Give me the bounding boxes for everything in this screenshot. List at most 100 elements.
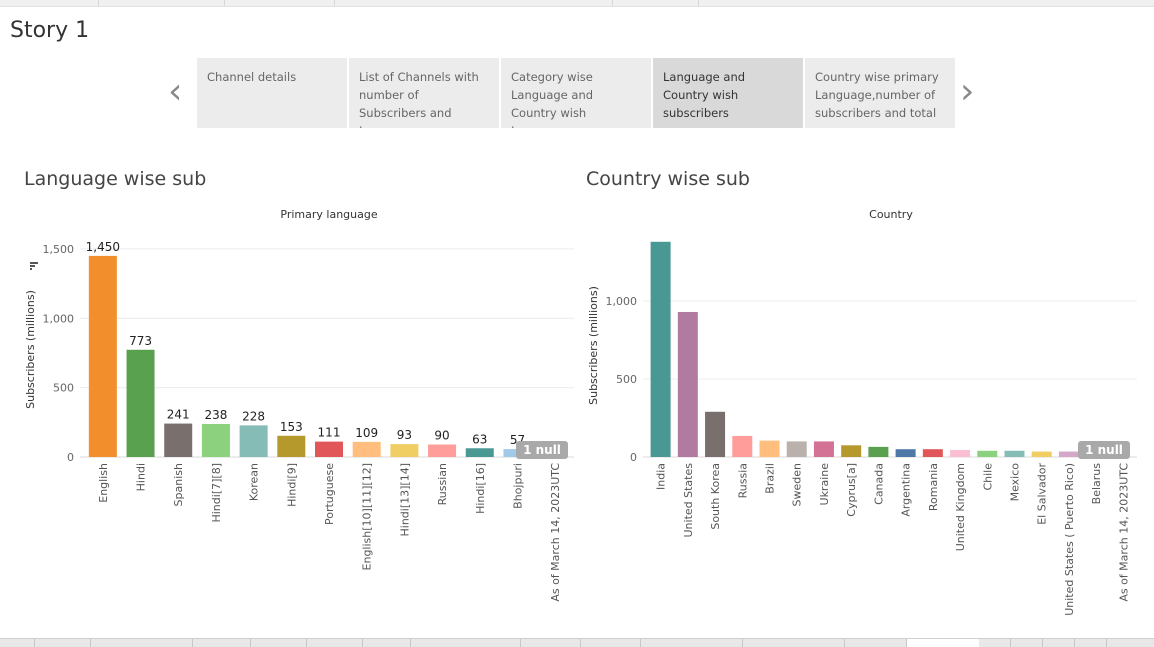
language-y-tick-label: 1,500 [43,243,75,256]
language-data-label: 109 [355,426,378,440]
country-bar-chart: Country Subscribers (millions) 0 500 1,000 In… [587,208,1137,615]
sort-icon-line [30,262,38,264]
country-bar [868,446,889,457]
language-chart-title: Primary language [280,208,377,221]
bottom-tab-divider [520,639,521,647]
country-bar [650,241,671,457]
language-data-label: 238 [204,408,227,422]
language-y-tick-label: 1,000 [43,312,75,325]
story-point-channel-details[interactable]: Channel details [197,58,347,128]
country-x-tick-label: United States [682,463,695,538]
country-x-tick-label: Sweden [791,463,804,506]
language-bar [390,444,419,457]
chevron-left-icon[interactable]: ‹ [168,71,183,112]
language-x-tick-label: Russian [436,463,449,505]
country-bar [977,450,998,457]
language-data-label: 228 [242,409,265,423]
country-x-tick-label: Brazil [764,463,777,494]
country-x-tick-label: As of March 14, 2023UTC [1117,463,1130,602]
bottom-tab-divider [844,639,845,647]
bottom-tab-divider [192,639,193,647]
country-bar [1031,451,1052,457]
language-x-tick-label: Korean [248,463,261,501]
language-x-tick-label: Portuguese [323,463,336,525]
country-y-tick-label: 500 [616,373,637,386]
language-x-tick-label: Hindi[16] [474,463,487,514]
country-bar [1058,451,1079,457]
story-point-label: Category wise Language and Country wish … [511,70,594,128]
top-toolbar-strip [0,0,1154,7]
country-y-tick-label: 0 [630,451,637,464]
bottom-tab-divider [410,639,411,647]
country-x-tick-label: Cyprus[a] [845,463,858,517]
toolbar-divider [334,0,335,6]
country-bar [705,411,726,457]
story-point-label: Language and Country wish subscribers [663,70,746,120]
language-x-tick-label: Hindi[7][8] [210,463,223,523]
language-sheet-title: Language wise sub [24,168,207,190]
language-data-label: 153 [280,420,303,434]
language-data-label: 93 [397,428,412,442]
country-x-tick-label: Chile [981,463,994,491]
language-data-label: 773 [129,334,152,348]
country-null-badge [1078,441,1130,459]
country-x-tick-label: Romania [927,463,940,511]
sort-icon-line [30,268,32,270]
bottom-tab-bar [0,638,1154,647]
story-point-country-primary-language[interactable]: Country wise primary Language,number of … [805,58,955,128]
language-bar [239,425,268,457]
story-point-category-language[interactable]: Category wise Language and Country wish … [501,58,651,128]
country-x-tick-label: Ukraine [818,463,831,506]
bottom-tab-divider [640,639,641,647]
language-bar-chart: Primary language Subscribers (millions) 0 5… [24,208,574,602]
country-bar [732,435,753,457]
chevron-right-icon[interactable]: › [960,71,975,112]
language-x-tick-label: As of March 14, 2023UTC [549,463,562,602]
country-bar [813,441,834,457]
language-data-label: 1,450 [86,240,120,254]
language-x-tick-label: English [97,463,110,503]
language-x-tick-label: Hindi [135,463,148,491]
language-x-tick-label: Spanish [172,463,185,506]
country-bar [841,445,862,457]
country-null-badge-label: 1 null [1085,443,1123,457]
story-title: Story 1 [10,18,90,43]
language-bar [164,423,193,457]
language-bar [465,448,494,457]
bottom-tab-active[interactable] [906,639,979,647]
story-point-label: List of Channels with number of Subscrib… [359,70,479,128]
bottom-tab-divider [34,639,35,647]
country-bar [895,449,916,457]
story-point-label: Country wise primary Language,number of … [815,70,939,120]
language-data-label: 111 [318,426,341,440]
language-bar [277,435,306,457]
country-chart-title: Country [869,208,913,221]
country-bar [1004,450,1025,457]
country-x-tick-label: El Salvador [1036,463,1049,525]
language-data-label: 90 [434,429,449,443]
language-null-badge-label: 1 null [523,443,561,457]
country-x-tick-label: South Korea [709,463,722,530]
language-x-tick-label: Bhojpuri [511,463,524,509]
language-data-label: 241 [167,408,190,422]
country-y-axis-title: Subscribers (millions) [587,286,600,405]
country-x-tick-label: Argentina [900,463,913,517]
country-bar [759,440,780,457]
story-point-label: Channel details [207,70,297,84]
sort-icon[interactable] [30,262,38,270]
bottom-tab-divider [1042,639,1043,647]
story-point-language-country[interactable]: Language and Country wish subscribers [653,58,803,128]
toolbar-divider [612,0,613,6]
bottom-tab-divider [1106,639,1107,647]
language-data-label: 63 [472,432,487,446]
bottom-tab-divider [742,639,743,647]
bottom-tab-divider [1074,639,1075,647]
country-x-tick-label: United Kingdom [954,463,967,551]
bottom-tab-divider [362,639,363,647]
language-y-tick-label: 500 [53,382,74,395]
toolbar-divider [224,0,225,6]
country-bar [950,449,971,457]
language-bar [352,441,381,457]
story-point-channels-list[interactable]: List of Channels with number of Subscrib… [349,58,499,128]
country-x-tick-label: India [655,463,668,490]
